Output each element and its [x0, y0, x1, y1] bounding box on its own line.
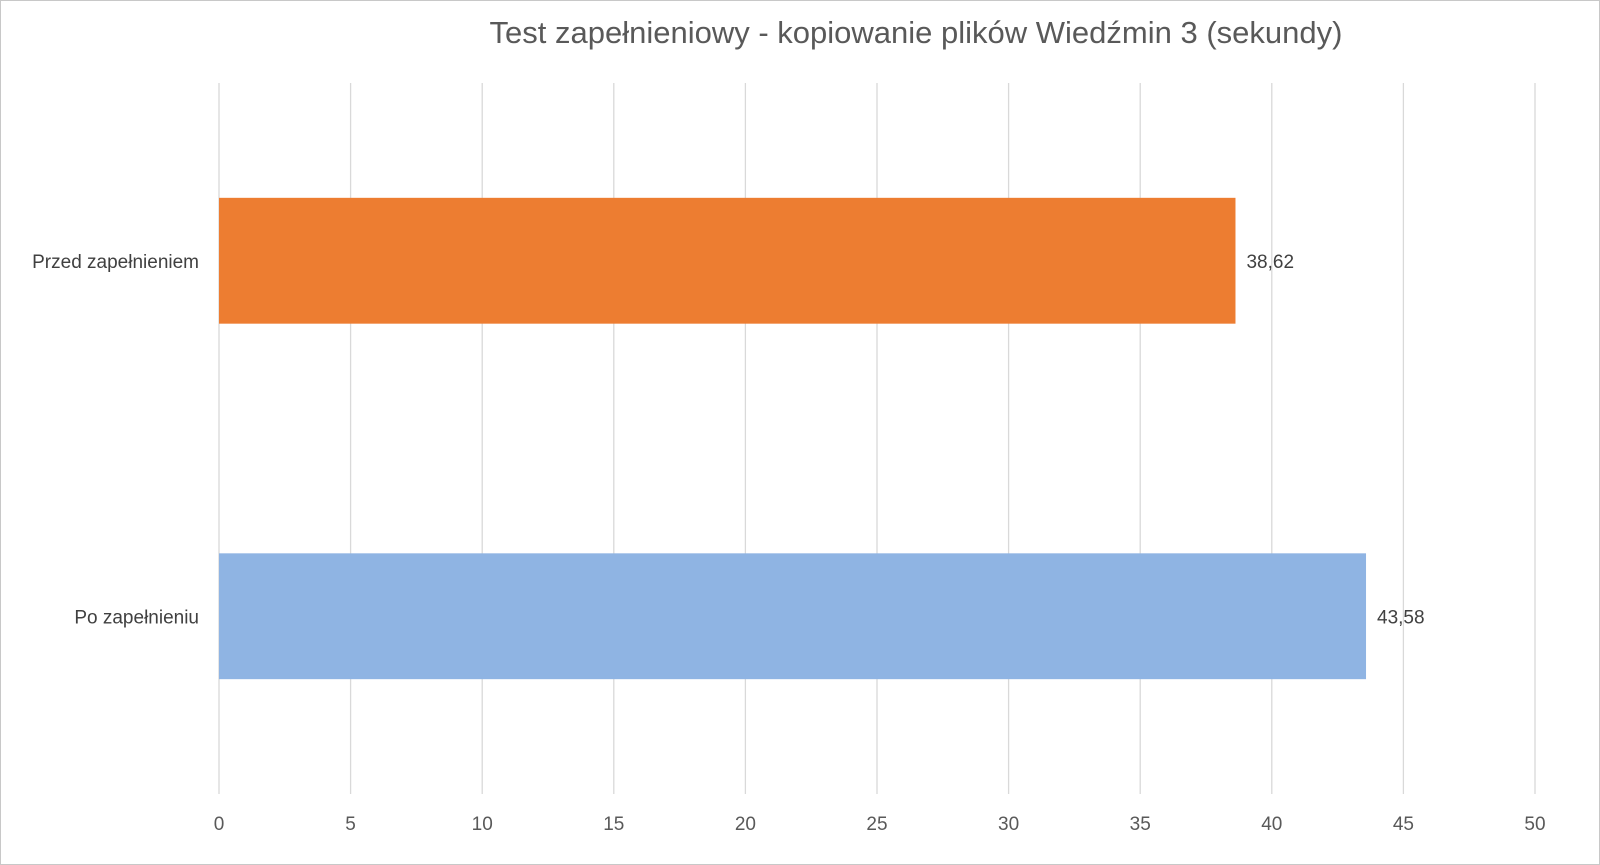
category-label: Po zapełnieniu	[74, 607, 199, 628]
x-tick-label: 40	[1261, 814, 1282, 835]
category-label: Przed zapełnieniem	[32, 252, 199, 273]
bar	[219, 553, 1367, 680]
x-tick-label: 50	[1524, 814, 1545, 835]
bar	[219, 197, 1236, 324]
x-tick-label: 20	[735, 814, 756, 835]
data-label: 43,58	[1377, 607, 1425, 628]
x-tick-label: 10	[472, 814, 493, 835]
chart-title: Test zapełnieniowy - kopiowanie plików W…	[489, 15, 1343, 50]
x-tick-label: 5	[345, 814, 356, 835]
x-tick-label: 0	[214, 814, 225, 835]
data-label: 38,62	[1246, 252, 1294, 273]
x-tick-label: 25	[866, 814, 887, 835]
x-tick-label: 35	[1130, 814, 1151, 835]
x-tick-label: 15	[603, 814, 624, 835]
x-tick-label: 45	[1393, 814, 1414, 835]
x-tick-label: 30	[998, 814, 1019, 835]
